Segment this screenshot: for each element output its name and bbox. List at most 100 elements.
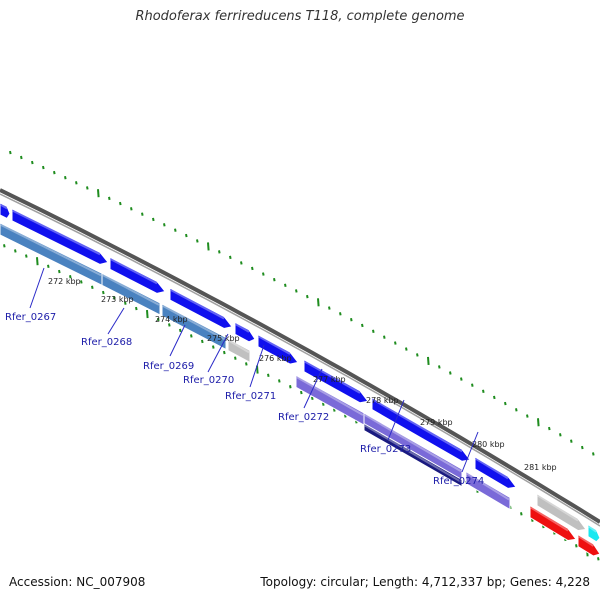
outer-tick-mark xyxy=(537,418,540,427)
outer-tick-mark xyxy=(141,212,144,216)
feature-cds[interactable] xyxy=(0,202,11,220)
feature-cds[interactable] xyxy=(109,256,166,294)
feature-highlight xyxy=(530,506,569,532)
inner-tick-mark xyxy=(245,362,248,366)
outer-tick-mark xyxy=(218,250,221,254)
gene-label[interactable]: Rfer_0268 xyxy=(81,337,132,348)
feature-highlight xyxy=(304,360,361,394)
inner-tick-mark xyxy=(300,390,303,395)
inner-tick-mark xyxy=(135,306,138,311)
inner-tick-mark xyxy=(575,544,578,548)
inner-tick-mark xyxy=(289,385,292,389)
gene-label[interactable]: Rfer_0271 xyxy=(225,391,276,402)
feature-cds[interactable] xyxy=(474,456,517,489)
outer-tick-mark xyxy=(53,170,56,175)
inner-tick-mark xyxy=(311,396,314,401)
inner-tick-mark xyxy=(25,254,28,258)
backbone-highlight xyxy=(0,193,600,527)
inner-tick-mark xyxy=(597,557,600,561)
inner-tick-mark xyxy=(520,512,523,516)
inner-tick-mark xyxy=(69,275,72,279)
outer-tick-mark xyxy=(350,317,353,322)
gene-label[interactable]: Rfer_0274 xyxy=(433,476,484,487)
feature-cog[interactable] xyxy=(465,470,511,511)
outer-tick-mark xyxy=(361,323,364,328)
tick-label: 280 kbp xyxy=(472,440,505,449)
inner-tick-mark xyxy=(322,402,325,406)
feature-highlight xyxy=(0,204,8,210)
feature-other[interactable] xyxy=(536,492,587,532)
feature-highlight xyxy=(0,224,102,277)
outer-tick-mark xyxy=(581,445,584,450)
outer-tick-ring xyxy=(9,150,595,456)
tick-label: 277 kbp xyxy=(313,375,346,384)
feature-other[interactable] xyxy=(227,337,251,364)
feature-highlight xyxy=(537,494,579,522)
outer-tick-mark xyxy=(328,306,331,310)
feature-cds[interactable] xyxy=(371,396,471,462)
inner-tick-mark xyxy=(190,334,193,338)
outer-tick-mark xyxy=(163,223,166,227)
gene-leader-line xyxy=(249,344,265,388)
feature-cds[interactable] xyxy=(11,207,109,265)
feature-cds[interactable] xyxy=(234,321,256,343)
feature-cog[interactable] xyxy=(161,303,227,351)
feature-highlight xyxy=(466,472,510,501)
feature-rna[interactable] xyxy=(577,533,600,557)
tick-label: 279 kbp xyxy=(420,418,453,427)
feature-cds[interactable] xyxy=(169,287,233,330)
outer-tick-mark xyxy=(471,383,474,387)
outer-tick-mark xyxy=(240,261,243,265)
inner-tick-mark xyxy=(201,339,204,344)
tick-label: 281 kbp xyxy=(524,463,557,472)
inner-tick-mark xyxy=(146,309,149,319)
tick-label: 273 kbp xyxy=(101,295,134,304)
inner-tick-mark xyxy=(212,345,215,349)
feature-cog[interactable] xyxy=(101,272,161,316)
backbone xyxy=(0,188,600,527)
feature-track xyxy=(0,202,600,557)
tick-label: 274 kbp xyxy=(155,315,188,324)
gene-label[interactable]: Rfer_0273 xyxy=(360,444,411,455)
accession-text: Accession: NC_007908 xyxy=(9,575,146,589)
outer-tick-mark xyxy=(174,228,177,232)
inner-tick-mark xyxy=(157,317,160,322)
tick-label: 276 kbp xyxy=(259,354,292,363)
feature-highlight xyxy=(235,323,250,333)
feature-rna[interactable] xyxy=(529,504,577,542)
outer-tick-mark xyxy=(482,389,485,393)
outer-tick-mark xyxy=(416,353,419,357)
inner-tick-mark xyxy=(333,408,336,412)
feature-highlight xyxy=(102,274,160,306)
feature-cds[interactable] xyxy=(257,333,299,365)
feature-cds[interactable] xyxy=(303,358,369,404)
inner-tick-mark xyxy=(278,379,281,383)
inner-tick-mark xyxy=(36,257,39,266)
genome-title: Rhodoferax ferrireducens T118, complete … xyxy=(135,9,465,24)
tick-label: 275 kbp xyxy=(207,334,240,343)
genome-summary: Topology: circular; Length: 4,712,337 bp… xyxy=(260,575,590,589)
outer-tick-mark xyxy=(86,186,89,190)
gene-leader-line xyxy=(169,324,186,357)
outer-tick-mark xyxy=(339,312,342,316)
gene-label[interactable]: Rfer_0272 xyxy=(278,412,329,423)
outer-tick-mark xyxy=(306,294,309,299)
outer-tick-mark xyxy=(97,189,100,198)
outer-tick-mark xyxy=(295,289,298,293)
inner-tick-mark xyxy=(3,244,6,248)
outer-tick-mark xyxy=(515,408,518,412)
feature-highlight xyxy=(162,305,226,341)
outer-tick-mark xyxy=(526,414,529,418)
inner-tick-ring xyxy=(3,244,600,561)
inner-tick-mark xyxy=(80,280,83,284)
outer-tick-mark xyxy=(273,277,276,282)
gene-label[interactable]: Rfer_0269 xyxy=(143,361,194,372)
feature-highlight xyxy=(170,289,225,320)
tick-label: 272 kbp xyxy=(48,277,81,286)
gene-label[interactable]: Rfer_0267 xyxy=(5,312,56,323)
outer-tick-mark xyxy=(493,395,496,400)
gene-label[interactable]: Rfer_0270 xyxy=(183,375,234,386)
feature-other[interactable] xyxy=(587,523,600,543)
feature-highlight xyxy=(110,258,158,285)
